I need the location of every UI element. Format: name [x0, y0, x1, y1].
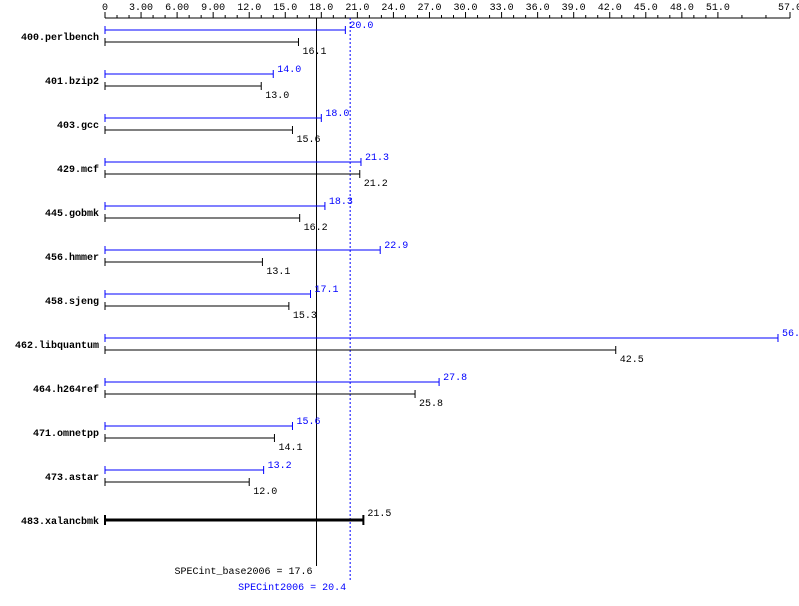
peak-value-label: 56.0	[782, 329, 799, 340]
axis-tick-label: 36.0	[526, 3, 550, 14]
axis-tick-label: 57.0	[778, 3, 799, 14]
benchmark-label: 464.h264ref	[33, 384, 99, 396]
axis-tick-label: 48.0	[670, 3, 694, 14]
benchmark-label: 483.xalancbmk	[21, 516, 99, 528]
axis-tick-label: 24.0	[381, 3, 405, 14]
axis-tick-label: 3.00	[129, 3, 153, 14]
axis-tick-label: 39.0	[562, 3, 586, 14]
base-value-label: 21.2	[364, 179, 388, 190]
axis-tick-label: 15.0	[273, 3, 297, 14]
benchmark-label: 401.bzip2	[45, 76, 99, 88]
base-value-label: 15.6	[296, 135, 320, 146]
axis-tick-label: 9.00	[201, 3, 225, 14]
benchmark-label: 473.astar	[45, 473, 99, 484]
base-value-label: 15.3	[293, 311, 317, 322]
axis-tick-label: 6.00	[165, 3, 189, 14]
base-value-label: 13.1	[266, 267, 290, 278]
axis-tick-label: 0	[102, 3, 108, 14]
peak-value-label: 27.8	[443, 373, 467, 384]
axis-tick-label: 45.0	[634, 3, 658, 14]
axis-tick-label: 51.0	[706, 3, 730, 14]
base-value-label: 14.1	[278, 443, 302, 454]
spec-chart: 0 3.00 6.00 9.00 12.0 15.0 18.0 21.0 24.0 27.0 30.…	[0, 0, 799, 606]
peak-value-label: 21.3	[365, 153, 389, 164]
base-value-label: 13.0	[265, 91, 289, 102]
benchmark-label: 462.libquantum	[15, 340, 99, 352]
base-value-label: 16.2	[304, 223, 328, 234]
base-value-label: 25.8	[419, 399, 443, 410]
axis-tick-label: 27.0	[417, 3, 441, 14]
base-value-label: 16.1	[302, 47, 326, 58]
peak-value-label: 13.2	[268, 461, 292, 472]
benchmark-label: 400.perlbench	[21, 32, 99, 44]
peak-value-label: 22.9	[384, 241, 408, 252]
axis-tick-label: 12.0	[237, 3, 261, 14]
axis-tick-label: 21.0	[345, 3, 369, 14]
benchmark-label: 456.hmmer	[45, 252, 99, 264]
axis-tick-label: 42.0	[598, 3, 622, 14]
peak-value-label: 17.1	[315, 285, 339, 296]
peak-value-label: 18.0	[325, 109, 349, 120]
peak-value-label: 14.0	[277, 65, 301, 76]
benchmark-label: 445.gobmk	[45, 208, 99, 220]
peak-score-label: SPECint2006 = 20.4	[238, 582, 346, 594]
base-value-label: 42.5	[620, 355, 644, 366]
base-score-label: SPECint_base2006 = 17.6	[174, 566, 312, 578]
base-value-label: 12.0	[253, 487, 277, 498]
peak-value-label: 20.0	[349, 21, 373, 32]
benchmark-label: 458.sjeng	[45, 296, 99, 308]
axis-tick-label: 30.0	[454, 3, 478, 14]
value-label: 21.5	[367, 509, 391, 520]
axis-tick-label: 18.0	[309, 3, 333, 14]
benchmark-label: 429.mcf	[57, 164, 99, 176]
axis-tick-label: 33.0	[490, 3, 514, 14]
benchmark-label: 403.gcc	[57, 121, 99, 132]
benchmark-label: 471.omnetpp	[33, 429, 99, 440]
peak-value-label: 18.3	[329, 197, 353, 208]
peak-value-label: 15.6	[296, 417, 320, 428]
